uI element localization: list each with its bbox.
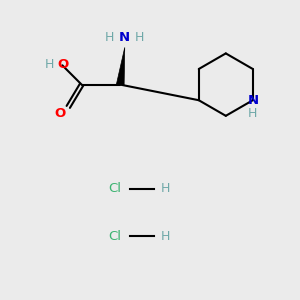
Text: H: H	[161, 230, 170, 243]
Text: Cl: Cl	[108, 182, 122, 195]
Polygon shape	[116, 47, 125, 85]
Text: O: O	[58, 58, 69, 71]
Text: H: H	[45, 58, 54, 71]
Text: H: H	[161, 182, 170, 195]
Text: H: H	[248, 107, 257, 120]
Text: N: N	[119, 31, 130, 44]
Text: H: H	[135, 31, 144, 44]
Text: N: N	[247, 94, 258, 107]
Text: H: H	[105, 31, 115, 44]
Text: O: O	[55, 107, 66, 120]
Text: Cl: Cl	[108, 230, 122, 243]
